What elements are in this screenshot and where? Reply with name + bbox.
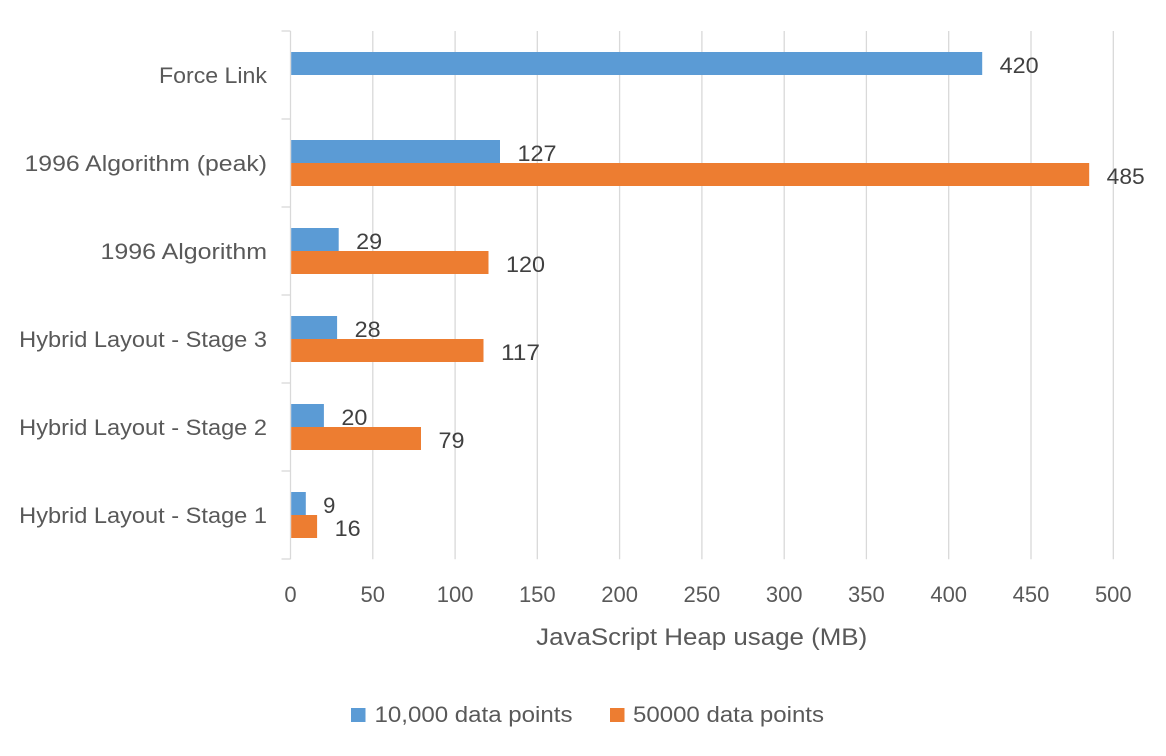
- svg-text:79: 79: [439, 428, 465, 453]
- svg-text:Force Link: Force Link: [159, 63, 268, 88]
- svg-text:127: 127: [518, 141, 557, 166]
- svg-text:150: 150: [519, 582, 556, 607]
- svg-text:10,000 data points: 10,000 data points: [375, 702, 573, 727]
- svg-text:120: 120: [506, 252, 545, 277]
- svg-text:JavaScript Heap usage (MB): JavaScript Heap usage (MB): [536, 624, 867, 651]
- svg-text:420: 420: [1000, 53, 1039, 78]
- svg-text:1996 Algorithm (peak): 1996 Algorithm (peak): [25, 151, 268, 176]
- svg-text:28: 28: [355, 317, 381, 342]
- svg-text:250: 250: [684, 582, 721, 607]
- svg-text:117: 117: [501, 340, 540, 365]
- svg-text:20: 20: [341, 405, 367, 430]
- svg-text:16: 16: [335, 516, 361, 541]
- svg-text:Hybrid Layout - Stage 1: Hybrid Layout - Stage 1: [19, 503, 267, 528]
- svg-text:Hybrid Layout - Stage 3: Hybrid Layout - Stage 3: [19, 327, 267, 352]
- svg-text:485: 485: [1107, 164, 1145, 189]
- svg-text:400: 400: [930, 582, 967, 607]
- svg-text:1996 Algorithm: 1996 Algorithm: [101, 239, 268, 264]
- svg-text:100: 100: [437, 582, 474, 607]
- svg-text:200: 200: [601, 582, 638, 607]
- svg-text:50000 data points: 50000 data points: [633, 702, 824, 727]
- svg-text:29: 29: [356, 229, 382, 254]
- svg-text:Hybrid Layout - Stage 2: Hybrid Layout - Stage 2: [19, 415, 267, 440]
- svg-text:450: 450: [1013, 582, 1050, 607]
- svg-text:50: 50: [361, 582, 385, 607]
- svg-text:500: 500: [1095, 582, 1132, 607]
- svg-text:350: 350: [848, 582, 885, 607]
- svg-text:9: 9: [323, 493, 335, 518]
- svg-text:0: 0: [284, 582, 296, 607]
- svg-text:300: 300: [766, 582, 803, 607]
